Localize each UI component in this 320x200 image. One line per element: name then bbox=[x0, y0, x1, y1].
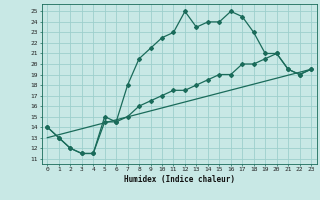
X-axis label: Humidex (Indice chaleur): Humidex (Indice chaleur) bbox=[124, 175, 235, 184]
